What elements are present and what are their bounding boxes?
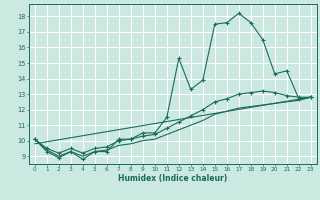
X-axis label: Humidex (Indice chaleur): Humidex (Indice chaleur) xyxy=(118,174,228,183)
